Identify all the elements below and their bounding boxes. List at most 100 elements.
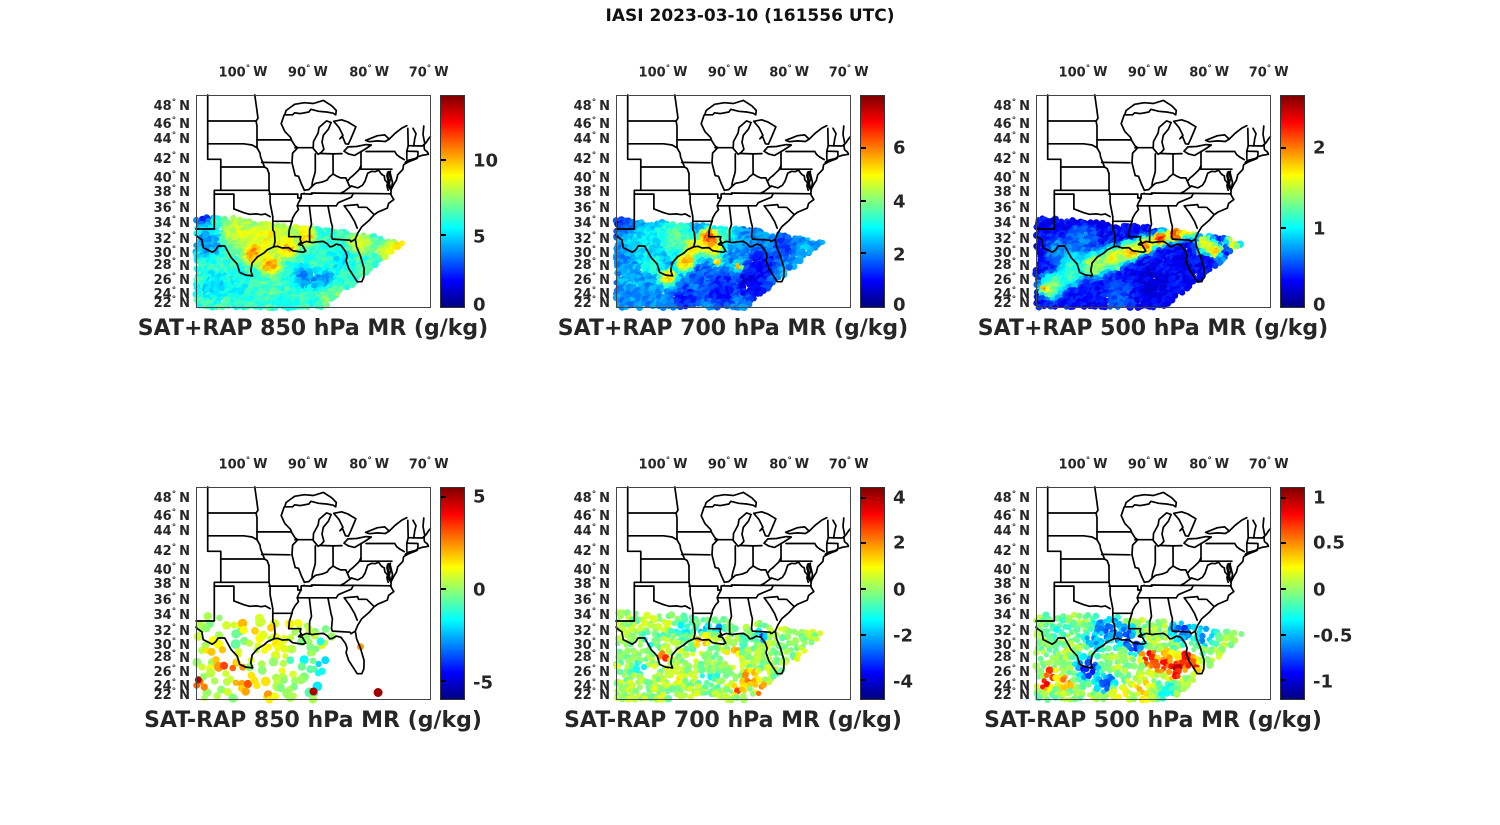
lat-tick-label: 42° N — [993, 542, 1030, 560]
lat-suffix: N — [599, 577, 610, 593]
lat-suffix: N — [1019, 563, 1030, 579]
lon-suffix: W — [1153, 65, 1168, 81]
panel-sat-minus-rap-500: 100° W 90° W 80° W 70° W 48° N 46° N 44° N 42° N 40° N 38°… — [916, 442, 1381, 747]
lat-tick-label: 46° N — [153, 507, 190, 524]
degree-symbol: ° — [1011, 575, 1017, 586]
lat-suffix: N — [179, 544, 190, 560]
lat-suffix: N — [1019, 544, 1030, 560]
degree-symbol: ° — [1011, 257, 1017, 268]
degree-symbol: ° — [591, 97, 597, 108]
lat-tick-label: 48° N — [153, 489, 190, 507]
lat-suffix: N — [179, 524, 190, 540]
degree-symbol: ° — [1085, 64, 1091, 74]
lat-suffix: N — [1019, 273, 1030, 289]
degree-symbol: ° — [665, 64, 671, 74]
map-canvas-sat-minus-rap-850 — [192, 486, 432, 704]
lat-tick-label: 38° N — [153, 183, 190, 201]
lon-tick-label: 80° W — [769, 64, 810, 81]
degree-symbol: ° — [591, 183, 597, 194]
colorbar-tick-label: 2 — [893, 244, 906, 266]
data-swath-dots — [1032, 215, 1244, 311]
degree-symbol: ° — [1011, 150, 1017, 161]
lat-suffix: N — [179, 231, 190, 247]
lon-suffix: W — [434, 65, 449, 81]
lat-suffix: N — [179, 665, 190, 681]
degree-symbol: ° — [1146, 456, 1151, 466]
lat-tick-label: 22° N — [993, 686, 1030, 703]
lat-tick-label: 48° N — [153, 97, 190, 115]
lon-suffix: W — [854, 457, 869, 473]
lon-suffix: W — [854, 65, 869, 81]
lat-tick-label: 32° N — [153, 230, 190, 247]
colorbar-tick-label: 0 — [473, 579, 486, 601]
lat-suffix: N — [1019, 295, 1030, 311]
lat-suffix: N — [1019, 287, 1030, 303]
lat-suffix: N — [179, 491, 190, 507]
degree-symbol: ° — [1011, 522, 1017, 533]
lon-suffix: W — [794, 457, 810, 473]
lat-tick-label: 46° N — [993, 115, 1030, 132]
lon-tick-label: 100° W — [1058, 456, 1108, 473]
map-frame — [1036, 95, 1271, 308]
colorbar-tick-label: 4 — [893, 487, 906, 509]
lat-suffix: N — [1019, 132, 1030, 148]
lat-tick-label: 46° N — [153, 115, 190, 132]
degree-symbol: ° — [1011, 199, 1017, 210]
degree-symbol: ° — [1266, 64, 1272, 74]
lat-tick-label: 30° N — [153, 244, 190, 261]
lon-tick-label: 70° W — [828, 456, 869, 473]
degree-symbol: ° — [1207, 64, 1212, 74]
degree-symbol: ° — [171, 677, 177, 688]
degree-symbol: ° — [591, 686, 597, 697]
colorbar-tick-mark — [861, 199, 866, 202]
lat-suffix: N — [1019, 491, 1030, 507]
lat-suffix: N — [1019, 171, 1030, 187]
degree-symbol: ° — [171, 169, 177, 180]
lon-tick-label: 70° W — [408, 456, 449, 473]
lat-tick-label: 32° N — [993, 230, 1030, 247]
lat-suffix: N — [179, 508, 190, 524]
lon-suffix: W — [374, 65, 390, 81]
lat-suffix: N — [599, 491, 610, 507]
panel-title-sat-plus-rap-850: SAT+RAP 850 hPa MR (g/kg) — [137, 316, 489, 341]
lat-tick-label: 48° N — [993, 97, 1030, 115]
panel-sat-minus-rap-700: 100° W 90° W 80° W 70° W 48° N 46° N 44° N 42° N 40° N 38°… — [496, 442, 961, 747]
lat-tick-label: 46° N — [993, 507, 1030, 524]
lat-tick-label: 26° N — [153, 271, 190, 289]
degree-symbol: ° — [171, 561, 177, 572]
lat-suffix: N — [1019, 637, 1030, 653]
colorbar-tick-mark — [1281, 588, 1286, 591]
degree-symbol: ° — [1011, 663, 1017, 674]
lat-tick-label: 32° N — [573, 622, 610, 639]
map-frame — [1036, 487, 1271, 700]
lat-suffix: N — [179, 577, 190, 593]
lat-suffix: N — [599, 524, 610, 540]
lat-suffix: N — [179, 99, 190, 115]
degree-symbol: ° — [591, 150, 597, 161]
lat-suffix: N — [599, 287, 610, 303]
lon-tick-label: 80° W — [349, 456, 390, 473]
panel-sat-minus-rap-850: 100° W 90° W 80° W 70° W 48° N 46° N 44° N 42° N 40° N 38°… — [76, 442, 541, 747]
lon-suffix: W — [673, 457, 688, 473]
degree-symbol: ° — [1011, 244, 1017, 255]
degree-symbol: ° — [171, 663, 177, 674]
lat-suffix: N — [599, 679, 610, 695]
lon-suffix: W — [1214, 65, 1230, 81]
lat-suffix: N — [1019, 679, 1030, 695]
lat-tick-label: 26° N — [153, 663, 190, 681]
lon-tick-label: 100° W — [218, 64, 268, 81]
lon-suffix: W — [313, 457, 328, 473]
lat-suffix: N — [1019, 593, 1030, 609]
lat-suffix: N — [1019, 116, 1030, 132]
colorbar-tick-label: 1 — [1313, 487, 1326, 509]
lat-suffix: N — [179, 287, 190, 303]
lat-suffix: N — [1019, 231, 1030, 247]
degree-symbol: ° — [306, 64, 311, 74]
lat-suffix: N — [599, 245, 610, 261]
degree-symbol: ° — [846, 64, 852, 74]
degree-symbol: ° — [1011, 183, 1017, 194]
lat-tick-label: 40° N — [993, 169, 1030, 187]
lat-tick-label: 34° N — [153, 606, 190, 623]
colorbar-tick-mark — [861, 633, 866, 636]
colorbar-tick-mark — [1281, 633, 1286, 636]
